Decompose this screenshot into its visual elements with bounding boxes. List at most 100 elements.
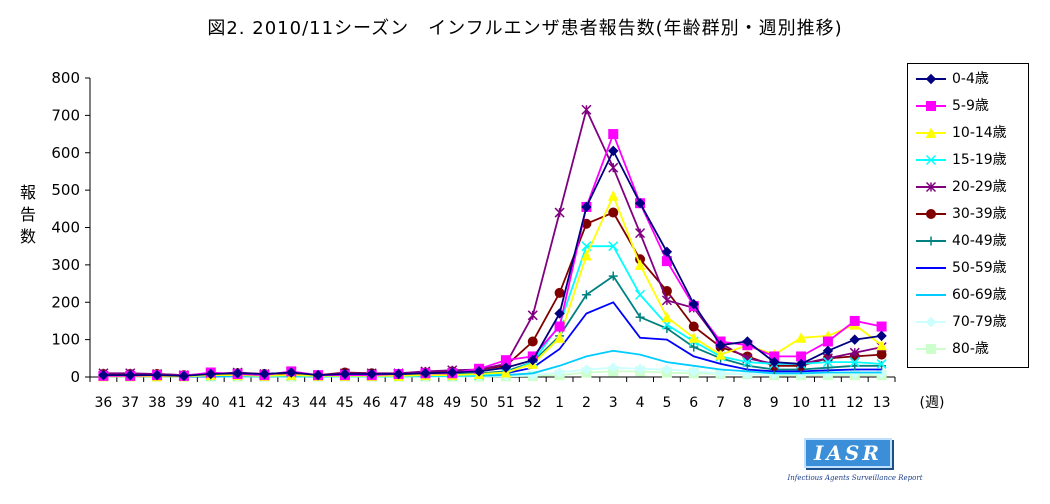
data-point [822, 345, 834, 357]
data-point [581, 364, 592, 375]
legend-label: 15-19歳 [952, 152, 1007, 168]
y-axis-label-char: 報 [20, 183, 36, 202]
data-point [286, 367, 297, 378]
legend-marker [926, 236, 936, 246]
data-point [876, 358, 887, 369]
legend-item: 40-49歳 [914, 231, 1028, 251]
series-0 [98, 145, 887, 382]
x-tick-label: 4 [636, 395, 645, 411]
legend-item: 10-14歳 [914, 123, 1028, 143]
data-point [769, 356, 780, 368]
y-tick-label: 0 [70, 368, 80, 386]
data-point [661, 311, 673, 323]
legend-symbol [916, 181, 946, 193]
data-point [581, 201, 592, 213]
data-point [849, 334, 860, 345]
data-point [554, 321, 565, 332]
legend-symbol [916, 294, 946, 296]
data-point [366, 368, 377, 380]
x-tick-label: 3 [609, 395, 618, 411]
legend-label: 80-歳 [952, 341, 989, 357]
x-tick-label: 42 [256, 395, 274, 411]
data-point [795, 358, 807, 370]
y-tick-label: 800 [51, 69, 80, 87]
chart-title: 図2. 2010/11シーズン インフルエンザ患者報告数(年齢群別・週別推移) [207, 18, 843, 39]
x-tick-label: 7 [716, 395, 725, 411]
series-line [103, 193, 883, 378]
x-tick-label: 52 [524, 395, 542, 411]
data-point [608, 145, 619, 157]
data-point [312, 369, 324, 381]
data-point [125, 369, 136, 381]
series-3 [98, 241, 887, 382]
x-tick-label: 38 [148, 395, 166, 411]
x-tick-label: 41 [229, 395, 247, 411]
x-tick-label: 45 [336, 395, 354, 411]
legend-symbol [916, 209, 946, 219]
y-tick-label: 200 [51, 293, 80, 311]
data-point [876, 339, 887, 351]
x-tick-label: 40 [202, 395, 220, 411]
data-point [98, 369, 109, 381]
x-tick-label: 8 [743, 395, 752, 411]
x-tick-label: 47 [390, 395, 408, 411]
data-point [608, 162, 619, 173]
data-point [393, 368, 404, 380]
legend-marker [925, 127, 937, 138]
data-point [823, 363, 833, 373]
legend-item: 80-歳 [914, 339, 1028, 359]
x-tick-label: 13 [873, 395, 891, 411]
legend-item: 15-19歳 [914, 150, 1028, 170]
y-axis-label: 報告数 [20, 183, 36, 246]
data-point [554, 367, 565, 378]
data-point [420, 368, 431, 379]
y-tick-label: 500 [51, 181, 80, 199]
series-2 [98, 190, 887, 382]
data-point [876, 330, 887, 342]
data-point [339, 368, 351, 380]
iasr-logo: IASR [804, 438, 892, 468]
legend-label: 70-79歳 [952, 314, 1007, 330]
data-point [635, 228, 646, 239]
data-point [689, 342, 699, 352]
data-point [554, 332, 565, 343]
data-point [151, 369, 163, 381]
data-point [634, 363, 646, 374]
x-tick-label: 48 [417, 395, 435, 411]
x-tick-label: 37 [121, 395, 139, 411]
x-tick-label: 43 [282, 395, 300, 411]
legend-label: 10-14歳 [952, 125, 1007, 141]
legend-symbol [916, 236, 946, 246]
legend-symbol [916, 73, 946, 85]
legend-symbol [916, 101, 946, 111]
series-layer [98, 104, 887, 382]
legend-marker [926, 101, 936, 111]
x-tick-label: 51 [497, 395, 515, 411]
data-point [715, 340, 726, 351]
y-axis-label-char: 数 [20, 227, 36, 246]
legend-marker [926, 344, 936, 354]
data-point [554, 207, 565, 218]
x-tick-label: 5 [662, 395, 671, 411]
data-point [849, 357, 860, 368]
data-point [742, 357, 753, 368]
legend-item: 50-59歳 [914, 258, 1028, 278]
data-point [205, 368, 216, 380]
x-tick-label: 49 [443, 395, 461, 411]
y-tick-label: 700 [51, 106, 80, 124]
x-tick-label: 1 [555, 395, 564, 411]
data-point [581, 290, 591, 300]
legend-marker [925, 181, 937, 193]
data-point [661, 364, 673, 375]
legend-symbol [916, 154, 946, 166]
series-line [103, 148, 882, 377]
data-point [634, 197, 646, 209]
x-tick-label: 50 [470, 395, 488, 411]
data-point [607, 190, 619, 201]
y-tick-label: 400 [51, 219, 80, 237]
data-point [608, 129, 619, 140]
y-axis-label-char: 告 [20, 205, 36, 224]
data-point [688, 366, 699, 377]
y-tick-label: 600 [51, 144, 80, 162]
